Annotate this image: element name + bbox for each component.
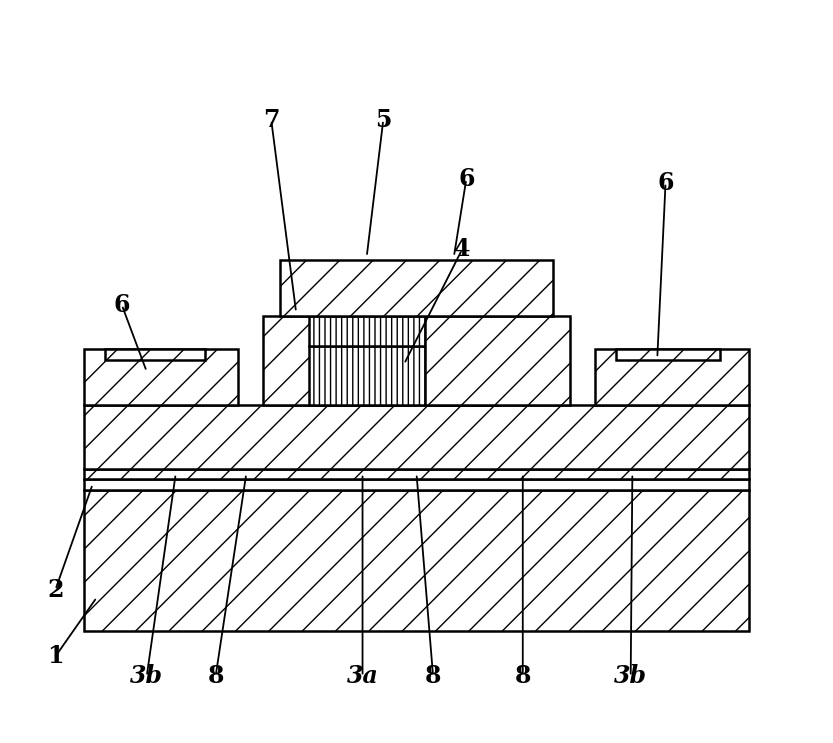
Text: 8: 8 [207,664,224,689]
Bar [84,490,749,631]
Bar [616,349,720,360]
Bar [308,345,500,405]
Text: 8: 8 [425,664,441,689]
Text: 7: 7 [263,108,279,132]
Bar [105,349,205,360]
Bar [425,316,570,405]
Bar [308,316,500,345]
Bar [84,405,749,470]
Text: 6: 6 [657,171,674,195]
Text: 5: 5 [375,108,392,132]
Text: 4: 4 [454,237,471,262]
Text: 3b: 3b [130,664,163,689]
Text: 6: 6 [113,293,130,317]
Bar [84,349,238,405]
Text: 3b: 3b [614,664,647,689]
Bar [84,470,749,478]
Bar [280,261,553,316]
Text: 3a: 3a [347,664,378,689]
Bar [84,478,749,490]
Text: 2: 2 [47,578,63,602]
Text: 6: 6 [458,167,475,191]
Bar [263,316,408,405]
Text: 8: 8 [515,664,531,689]
Text: 1: 1 [47,644,63,669]
Bar [595,349,749,405]
